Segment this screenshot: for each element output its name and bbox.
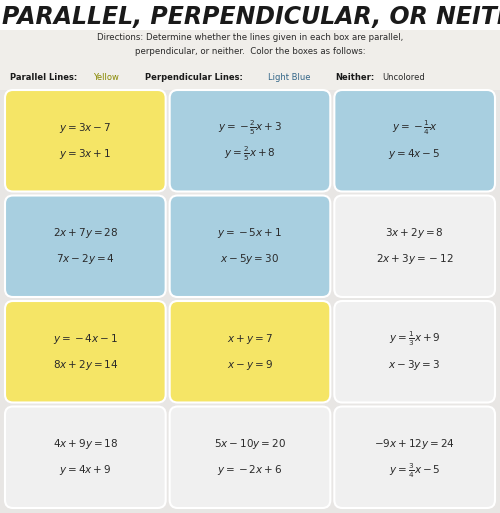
FancyBboxPatch shape bbox=[5, 195, 166, 297]
Text: $7x - 2y = 4$: $7x - 2y = 4$ bbox=[56, 252, 115, 266]
Text: $x - 3y = 3$: $x - 3y = 3$ bbox=[388, 358, 441, 372]
Text: $2x + 3y = -12$: $2x + 3y = -12$ bbox=[376, 252, 454, 266]
Text: Light Blue: Light Blue bbox=[268, 73, 310, 83]
FancyBboxPatch shape bbox=[334, 406, 495, 508]
Bar bbox=[0, 30, 500, 90]
Text: $y = 3x - 7$: $y = 3x - 7$ bbox=[59, 121, 112, 134]
Text: $y = -5x + 1$: $y = -5x + 1$ bbox=[218, 226, 282, 240]
Bar bbox=[0, 0, 500, 30]
Text: $y = 4x + 9$: $y = 4x + 9$ bbox=[59, 463, 112, 478]
Text: $5x - 10y = 20$: $5x - 10y = 20$ bbox=[214, 437, 286, 451]
FancyBboxPatch shape bbox=[170, 301, 330, 403]
FancyBboxPatch shape bbox=[170, 406, 330, 508]
FancyBboxPatch shape bbox=[5, 406, 166, 508]
Text: $y = -\frac{2}{5}x + 3$: $y = -\frac{2}{5}x + 3$ bbox=[218, 119, 282, 137]
Text: Yellow: Yellow bbox=[93, 73, 119, 83]
Text: $4x + 9y = 18$: $4x + 9y = 18$ bbox=[52, 437, 118, 451]
FancyBboxPatch shape bbox=[334, 90, 495, 191]
FancyBboxPatch shape bbox=[170, 195, 330, 297]
FancyBboxPatch shape bbox=[334, 195, 495, 297]
Text: $-9x + 12y = 24$: $-9x + 12y = 24$ bbox=[374, 437, 455, 451]
Text: $y = -2x + 6$: $y = -2x + 6$ bbox=[218, 463, 282, 478]
Text: $y = \frac{3}{4}x - 5$: $y = \frac{3}{4}x - 5$ bbox=[389, 461, 440, 480]
FancyBboxPatch shape bbox=[5, 301, 166, 403]
Text: Neither:: Neither: bbox=[335, 73, 374, 83]
Text: perpendicular, or neither.  Color the boxes as follows:: perpendicular, or neither. Color the box… bbox=[134, 48, 366, 56]
FancyBboxPatch shape bbox=[334, 301, 495, 403]
Text: $y = \frac{2}{5}x + 8$: $y = \frac{2}{5}x + 8$ bbox=[224, 145, 276, 163]
Text: $y = 4x - 5$: $y = 4x - 5$ bbox=[388, 147, 441, 161]
FancyBboxPatch shape bbox=[170, 90, 330, 191]
Text: $y = \frac{1}{3}x + 9$: $y = \frac{1}{3}x + 9$ bbox=[389, 329, 440, 348]
Text: $2x + 7y = 28$: $2x + 7y = 28$ bbox=[52, 226, 118, 240]
Text: $x - y = 9$: $x - y = 9$ bbox=[227, 358, 273, 372]
FancyBboxPatch shape bbox=[5, 90, 166, 191]
Text: Parallel Lines:: Parallel Lines: bbox=[10, 73, 77, 83]
Text: $x - 5y = 30$: $x - 5y = 30$ bbox=[220, 252, 280, 266]
Text: $y = -4x - 1$: $y = -4x - 1$ bbox=[53, 331, 118, 346]
Text: $3x + 2y = 8$: $3x + 2y = 8$ bbox=[386, 226, 444, 240]
Text: Directions: Determine whether the lines given in each box are parallel,: Directions: Determine whether the lines … bbox=[97, 33, 403, 43]
Text: $8x + 2y = 14$: $8x + 2y = 14$ bbox=[52, 358, 118, 372]
Text: Perpendicular Lines:: Perpendicular Lines: bbox=[145, 73, 243, 83]
Text: $x + y = 7$: $x + y = 7$ bbox=[227, 331, 273, 346]
Text: PARALLEL, PERPENDICULAR, OR NEITHER?: PARALLEL, PERPENDICULAR, OR NEITHER? bbox=[2, 5, 500, 29]
Text: Uncolored: Uncolored bbox=[382, 73, 425, 83]
Text: $y = 3x + 1$: $y = 3x + 1$ bbox=[59, 147, 112, 161]
Text: $y = -\frac{1}{4}x$: $y = -\frac{1}{4}x$ bbox=[392, 119, 438, 137]
